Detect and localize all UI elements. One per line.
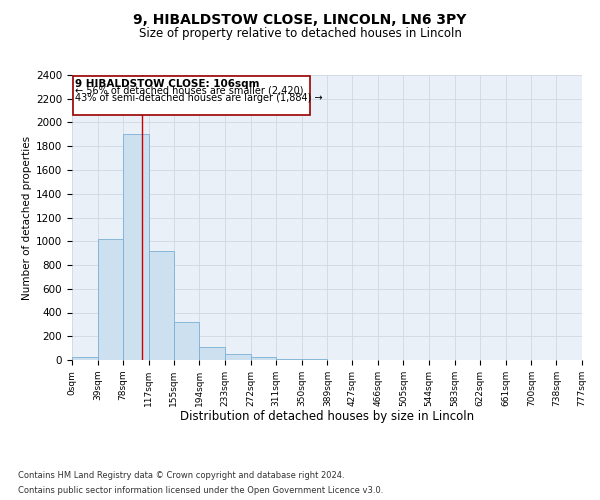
Bar xyxy=(276,359,302,360)
Text: Contains public sector information licensed under the Open Government Licence v3: Contains public sector information licen… xyxy=(18,486,383,495)
Text: Contains HM Land Registry data © Crown copyright and database right 2024.: Contains HM Land Registry data © Crown c… xyxy=(18,471,344,480)
Text: 9 HIBALDSTOW CLOSE: 106sqm: 9 HIBALDSTOW CLOSE: 106sqm xyxy=(74,78,259,88)
FancyBboxPatch shape xyxy=(73,76,310,116)
Bar xyxy=(225,354,251,360)
X-axis label: Distribution of detached houses by size in Lincoln: Distribution of detached houses by size … xyxy=(180,410,474,424)
Text: 43% of semi-detached houses are larger (1,884) →: 43% of semi-detached houses are larger (… xyxy=(74,93,322,103)
Bar xyxy=(123,134,149,360)
Bar xyxy=(251,357,276,360)
Text: 9, HIBALDSTOW CLOSE, LINCOLN, LN6 3PY: 9, HIBALDSTOW CLOSE, LINCOLN, LN6 3PY xyxy=(133,12,467,26)
Bar xyxy=(174,322,199,360)
Bar xyxy=(98,239,123,360)
Text: ← 56% of detached houses are smaller (2,420): ← 56% of detached houses are smaller (2,… xyxy=(74,86,303,96)
Text: Size of property relative to detached houses in Lincoln: Size of property relative to detached ho… xyxy=(139,28,461,40)
Y-axis label: Number of detached properties: Number of detached properties xyxy=(22,136,32,300)
Bar xyxy=(72,357,98,360)
Bar xyxy=(199,347,225,360)
Bar xyxy=(149,251,174,360)
